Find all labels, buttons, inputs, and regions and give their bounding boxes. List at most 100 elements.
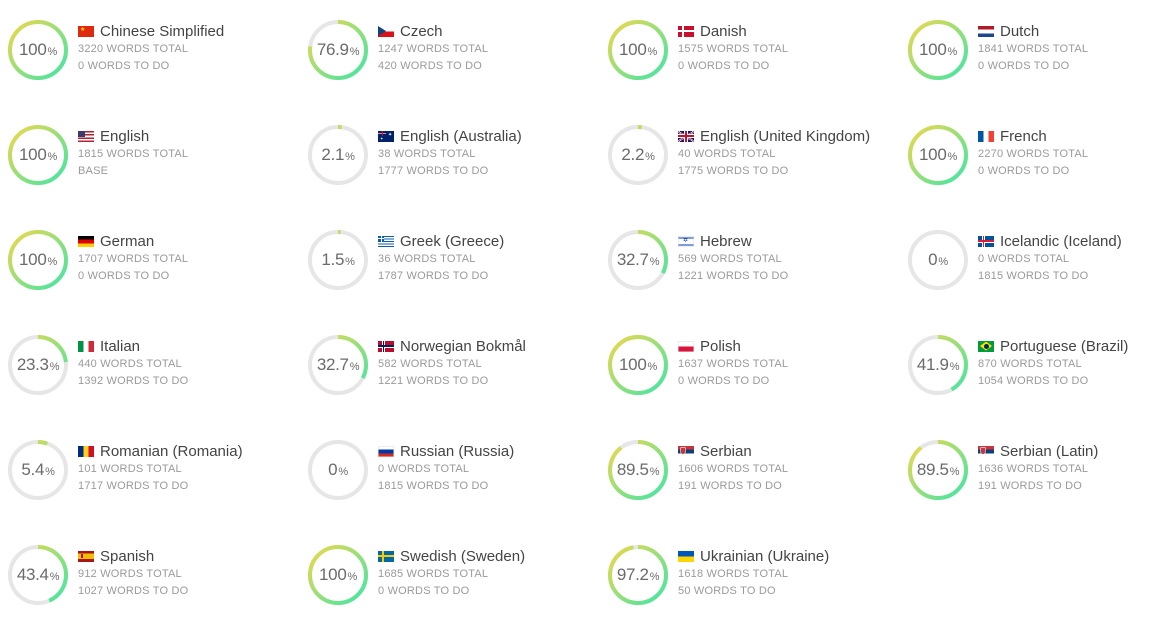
language-info: German 1707 WORDS TOTAL 0 WORDS TO DO <box>78 231 188 285</box>
progress-ring: 100% <box>7 229 69 291</box>
progress-ring: 89.5% <box>907 439 969 501</box>
progress-ring: 100% <box>7 124 69 186</box>
progress-ring-fill <box>908 440 968 500</box>
words-to-do: 1027 WORDS TO DO <box>78 585 189 597</box>
words-total: 0 WORDS TOTAL <box>978 253 1070 265</box>
language-name: Serbian (Latin) <box>1000 442 1099 460</box>
language-info: Romanian (Romania) 101 WORDS TOTAL 1717 … <box>78 441 243 495</box>
words-to-do: 191 WORDS TO DO <box>678 480 783 492</box>
br-flag-icon <box>978 340 994 352</box>
progress-ring-fill <box>308 335 368 395</box>
words-total: 870 WORDS TOTAL <box>978 358 1082 370</box>
language-name: Romanian (Romania) <box>100 442 243 460</box>
words-total: 0 WORDS TOTAL <box>378 463 470 475</box>
words-total: 1618 WORDS TOTAL <box>678 568 789 580</box>
language-card-greek-greece[interactable]: 1.5% Greek (Greece) 36 WORDS TOTAL 1787 … <box>300 210 590 290</box>
language-card-czech[interactable]: 76.9% Czech 1247 WORDS TOTAL 420 WORDS T… <box>300 0 590 80</box>
language-card-chinese-simplified[interactable]: 100% ★ Chinese Simplified 3220 WORDS TOT… <box>0 0 290 80</box>
language-card-spanish[interactable]: 43.4% Spanish 912 WORDS TOTAL 1027 WORDS… <box>0 525 290 605</box>
fr-flag-icon <box>978 130 994 142</box>
language-info: ✡ Hebrew 569 WORDS TOTAL 1221 WORDS TO D… <box>678 231 788 285</box>
progress-percent: 0% <box>928 250 948 269</box>
language-info: Czech 1247 WORDS TOTAL 420 WORDS TO DO <box>378 21 488 75</box>
words-to-do: 420 WORDS TO DO <box>378 60 483 72</box>
is-flag-icon <box>978 235 994 247</box>
progress-percent: 89.5% <box>916 460 960 479</box>
words-to-do: 191 WORDS TO DO <box>978 480 1083 492</box>
progress-percent: 100% <box>919 145 957 164</box>
language-card-ukrainian-ukraine[interactable]: 97.2% Ukrainian (Ukraine) 1618 WORDS TOT… <box>600 525 890 605</box>
words-to-do: 1717 WORDS TO DO <box>78 480 189 492</box>
progress-ring-fill <box>908 125 968 185</box>
language-card-danish[interactable]: 100% Danish 1575 WORDS TOTAL 0 WORDS TO … <box>600 0 890 80</box>
progress-ring: 100% <box>907 124 969 186</box>
progress-ring: 5.4% <box>7 439 69 501</box>
progress-percent: 2.2% <box>621 145 655 164</box>
words-to-do: BASE <box>78 165 109 177</box>
words-total: 1707 WORDS TOTAL <box>78 253 189 265</box>
language-info: ★ Chinese Simplified 3220 WORDS TOTAL 0 … <box>78 21 224 75</box>
words-to-do: 1775 WORDS TO DO <box>678 165 789 177</box>
es-flag-icon <box>78 550 94 562</box>
language-card-german[interactable]: 100% German 1707 WORDS TOTAL 0 WORDS TO … <box>0 210 290 290</box>
language-card-icelandic-iceland[interactable]: 0% Icelandic (Iceland) 0 WORDS TOTAL 181… <box>900 210 1154 290</box>
language-card-hebrew[interactable]: 32.7% ✡ Hebrew 569 WORDS TOTAL 1221 WORD… <box>600 210 890 290</box>
words-to-do: 0 WORDS TO DO <box>378 585 470 597</box>
language-info: Icelandic (Iceland) 0 WORDS TOTAL 1815 W… <box>978 231 1122 285</box>
gb-flag-icon <box>678 130 694 142</box>
words-total: 582 WORDS TOTAL <box>378 358 482 370</box>
progress-ring-track <box>908 230 968 290</box>
language-card-swedish-sweden[interactable]: 100% Swedish (Sweden) 1685 WORDS TOTAL 0… <box>300 525 590 605</box>
language-info: Italian 440 WORDS TOTAL 1392 WORDS TO DO <box>78 336 188 390</box>
ua-flag-icon <box>678 550 694 562</box>
language-card-norwegian-bokm-l[interactable]: 32.7% Norwegian Bokmål 582 WORDS TOTAL 1… <box>300 315 590 395</box>
progress-ring-fill <box>608 230 668 290</box>
progress-percent: 100% <box>319 565 357 584</box>
gr-flag-icon <box>378 235 394 247</box>
language-card-dutch[interactable]: 100% Dutch 1841 WORDS TOTAL 0 WORDS TO D… <box>900 0 1154 80</box>
words-total: 569 WORDS TOTAL <box>678 253 782 265</box>
language-card-english[interactable]: 100% English 1815 WORDS TOTAL BASE <box>0 105 290 185</box>
words-total: 2270 WORDS TOTAL <box>978 148 1089 160</box>
words-to-do: 0 WORDS TO DO <box>678 375 770 387</box>
ru-flag-icon <box>378 445 394 457</box>
language-card-english-united-kingdom[interactable]: 2.2% English (United Kingdom) 40 WORDS T… <box>600 105 890 185</box>
language-card-serbian[interactable]: 89.5% Serbian 1606 WORDS TOTAL 191 WORDS… <box>600 420 890 500</box>
words-to-do: 0 WORDS TO DO <box>978 60 1070 72</box>
words-to-do: 0 WORDS TO DO <box>78 270 170 282</box>
language-info: English 1815 WORDS TOTAL BASE <box>78 126 188 180</box>
progress-ring-fill <box>8 545 68 605</box>
language-card-french[interactable]: 100% French 2270 WORDS TOTAL 0 WORDS TO … <box>900 105 1154 185</box>
progress-percent: 2.1% <box>321 145 355 164</box>
language-card-portuguese-brazil[interactable]: 41.9% Portuguese (Brazil) 870 WORDS TOTA… <box>900 315 1154 395</box>
progress-ring: 2.2% <box>607 124 669 186</box>
progress-ring-track <box>308 440 368 500</box>
language-card-polish[interactable]: 100% Polish 1637 WORDS TOTAL 0 WORDS TO … <box>600 315 890 395</box>
progress-percent: 5.4% <box>21 460 55 479</box>
language-name: Spanish <box>100 547 155 565</box>
words-total: 1636 WORDS TOTAL <box>978 463 1089 475</box>
language-info: French 2270 WORDS TOTAL 0 WORDS TO DO <box>978 126 1088 180</box>
progress-percent: 100% <box>19 40 57 59</box>
words-to-do: 1221 WORDS TO DO <box>678 270 789 282</box>
language-card-serbian-latin[interactable]: 89.5% Serbian (Latin) 1636 WORDS TOTAL 1… <box>900 420 1154 500</box>
words-total: 1637 WORDS TOTAL <box>678 358 789 370</box>
words-total: 101 WORDS TOTAL <box>78 463 182 475</box>
nl-flag-icon <box>978 25 994 37</box>
progress-ring: 100% <box>907 19 969 81</box>
progress-ring-fill <box>608 125 668 185</box>
it-flag-icon <box>78 340 94 352</box>
language-info: Portuguese (Brazil) 870 WORDS TOTAL 1054… <box>978 336 1128 390</box>
rs-flag-icon <box>678 445 694 457</box>
language-info: Danish 1575 WORDS TOTAL 0 WORDS TO DO <box>678 21 788 75</box>
language-info: Spanish 912 WORDS TOTAL 1027 WORDS TO DO <box>78 546 188 600</box>
words-to-do: 1777 WORDS TO DO <box>378 165 489 177</box>
language-card-italian[interactable]: 23.3% Italian 440 WORDS TOTAL 1392 WORDS… <box>0 315 290 395</box>
language-card-english-australia[interactable]: 2.1% ✦ ✦ English (Australia) 38 WORDS TOT… <box>300 105 590 185</box>
language-card-romanian-romania[interactable]: 5.4% Romanian (Romania) 101 WORDS TOTAL … <box>0 420 290 500</box>
language-name: Swedish (Sweden) <box>400 547 526 565</box>
progress-percent: 100% <box>619 355 657 374</box>
language-card-russian-russia[interactable]: 0% Russian (Russia) 0 WORDS TOTAL 1815 W… <box>300 420 590 500</box>
progress-ring: 43.4% <box>7 544 69 606</box>
